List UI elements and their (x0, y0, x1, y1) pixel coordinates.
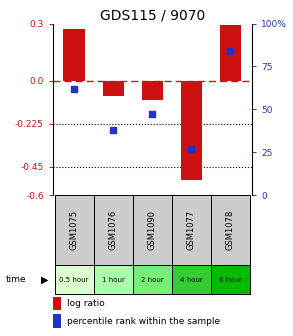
Point (111, 127, 116, 133)
Bar (103, 81, 124, 96)
Text: GSM1078: GSM1078 (226, 210, 235, 250)
Bar (53, 314, 61, 328)
Bar (55, 265, 94, 294)
Title: GDS115 / 9070: GDS115 / 9070 (100, 8, 205, 23)
Text: ▶: ▶ (41, 275, 49, 285)
Text: 2 hour: 2 hour (141, 277, 164, 283)
Bar (133, 195, 172, 265)
Point (72, 86, 76, 91)
Text: 6 hour: 6 hour (219, 277, 242, 283)
Bar (181, 81, 202, 180)
Point (228, 48, 233, 54)
Bar (220, 26, 241, 81)
Text: GSM1075: GSM1075 (70, 210, 79, 250)
Bar (133, 265, 172, 294)
Text: GSM1077: GSM1077 (187, 210, 196, 250)
Point (189, 146, 194, 152)
Bar (211, 265, 250, 294)
Bar (142, 81, 163, 100)
Text: GSM1090: GSM1090 (148, 210, 157, 250)
Bar (53, 297, 61, 310)
Text: log ratio: log ratio (67, 299, 104, 308)
Bar (172, 265, 211, 294)
Bar (172, 195, 211, 265)
Bar (94, 195, 133, 265)
Point (150, 112, 155, 117)
Bar (64, 29, 85, 81)
Bar (55, 195, 94, 265)
Text: 4 hour: 4 hour (180, 277, 203, 283)
Text: GSM1076: GSM1076 (109, 210, 118, 250)
Bar (211, 195, 250, 265)
Bar (94, 265, 133, 294)
Text: 1 hour: 1 hour (102, 277, 125, 283)
Text: percentile rank within the sample: percentile rank within the sample (67, 317, 220, 326)
Text: time: time (6, 275, 27, 284)
Text: 0.5 hour: 0.5 hour (59, 277, 89, 283)
